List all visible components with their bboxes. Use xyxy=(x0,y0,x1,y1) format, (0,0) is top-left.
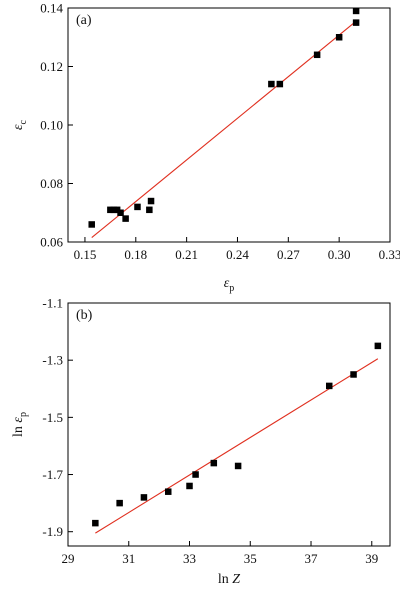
panel-b-y-tick-label: -1.7 xyxy=(42,467,63,482)
panel-b-data-point xyxy=(374,342,382,350)
panel-b-x-tick-label: 31 xyxy=(122,551,135,566)
panel-b-label: (b) xyxy=(76,308,93,323)
panel-b-y-ticks: -1.9 -1.7 -1.5 -1.3 -1.1 xyxy=(42,296,73,539)
panel-a-data-point xyxy=(276,80,284,88)
panel-a-y-ticks: 0.06 0.08 0.10 0.12 0.14 xyxy=(40,1,73,250)
panel-a-x-tick-label: 0.33 xyxy=(379,247,400,262)
panel-a-data-point xyxy=(110,206,118,214)
panel-a-y-tick-label: 0.12 xyxy=(40,59,63,74)
panel-b-data-point xyxy=(234,462,242,470)
panel-a-data-point xyxy=(146,206,153,214)
panel-a-x-tick-label: 0.30 xyxy=(328,247,351,262)
panel-a-fit-line-group xyxy=(91,20,357,239)
panel-b-data-point xyxy=(192,471,199,478)
panel-a-data-point xyxy=(88,221,95,228)
panel-a-points-group xyxy=(88,7,360,228)
panel-b-data-point xyxy=(92,519,99,527)
panel-b-y-tick-label: -1.5 xyxy=(42,410,63,425)
panel-b-data-point xyxy=(350,371,357,378)
panel-a-data-point xyxy=(117,209,124,216)
panel-a-x-tick-label: 0.21 xyxy=(175,247,198,262)
panel-a-data-point xyxy=(134,203,141,211)
panel-b-x-tick-label: 39 xyxy=(365,551,378,566)
panel-a-data-point xyxy=(122,215,129,222)
panel-a-y-tick-label: 0.10 xyxy=(40,118,63,133)
panel-b-x-axis-label: ln Z xyxy=(218,572,240,587)
panel-b-data-point xyxy=(325,382,333,390)
panel-b-x-tick-label: 33 xyxy=(183,551,196,566)
panel-a-x-tick-label: 0.24 xyxy=(226,247,249,262)
panel-b-data-point xyxy=(164,488,172,495)
panel-a-data-point xyxy=(147,197,155,205)
panel-b-x-tick-label: 37 xyxy=(305,551,319,566)
panel-a-y-tick-label: 0.08 xyxy=(40,176,63,191)
panel-a-data-point xyxy=(352,7,360,15)
panel-a-fit-line xyxy=(91,20,357,239)
panel-b-plot-frame xyxy=(67,302,391,547)
panel-a-y-tick-label: 0.06 xyxy=(40,235,63,250)
panel-a-data-point xyxy=(313,51,321,59)
panel-b-fit-line xyxy=(95,358,379,534)
panel-a-data-point xyxy=(107,206,114,214)
panel-a-data-point xyxy=(113,206,121,214)
panel-a-y-axis-label: εc xyxy=(11,119,29,130)
panel-b-y-tick-label: -1.3 xyxy=(42,353,63,368)
panel-a-x-tick-label: 0.15 xyxy=(74,247,97,262)
panel-a-data-point xyxy=(335,34,343,41)
panel-a-chart: 0.15 0.18 0.21 0.24 0.27 0.30 0.33 0.06 0.08 0.1… xyxy=(11,1,400,295)
panel-b-x-ticks: 29 31 33 35 37 39 xyxy=(62,541,378,566)
panel-b-data-point xyxy=(116,499,123,507)
panel-a-data-point xyxy=(352,19,360,26)
panel-b-data-point xyxy=(186,482,193,490)
panel-b-y-tick-label: -1.1 xyxy=(42,296,63,311)
panel-b-chart: 29 31 33 35 37 39 -1.9 -1.7 -1.5 -1.3 -1.1 (b) ln… xyxy=(11,296,391,587)
panel-a-x-tick-label: 0.27 xyxy=(277,247,300,262)
panel-b-y-axis-label: ln εp xyxy=(11,412,29,437)
panel-a-x-axis-label: εp xyxy=(224,276,235,294)
panel-a-x-tick-label: 0.18 xyxy=(124,247,147,262)
panel-a-y-tick-label: 0.14 xyxy=(40,1,63,16)
panel-b-x-tick-label: 35 xyxy=(244,551,257,566)
panel-b-data-point xyxy=(210,459,218,467)
panel-a-data-point xyxy=(268,80,275,88)
panel-a-label: (a) xyxy=(76,13,92,28)
panel-b-points-group xyxy=(92,342,382,527)
panel-b-x-tick-label: 29 xyxy=(62,551,75,566)
panel-b-data-point xyxy=(140,494,148,501)
panel-a-x-ticks: 0.15 0.18 0.21 0.24 0.27 0.30 0.33 xyxy=(74,237,400,262)
panel-b-y-tick-label: -1.9 xyxy=(42,524,63,539)
panel-b-fit-line-group xyxy=(95,358,379,534)
